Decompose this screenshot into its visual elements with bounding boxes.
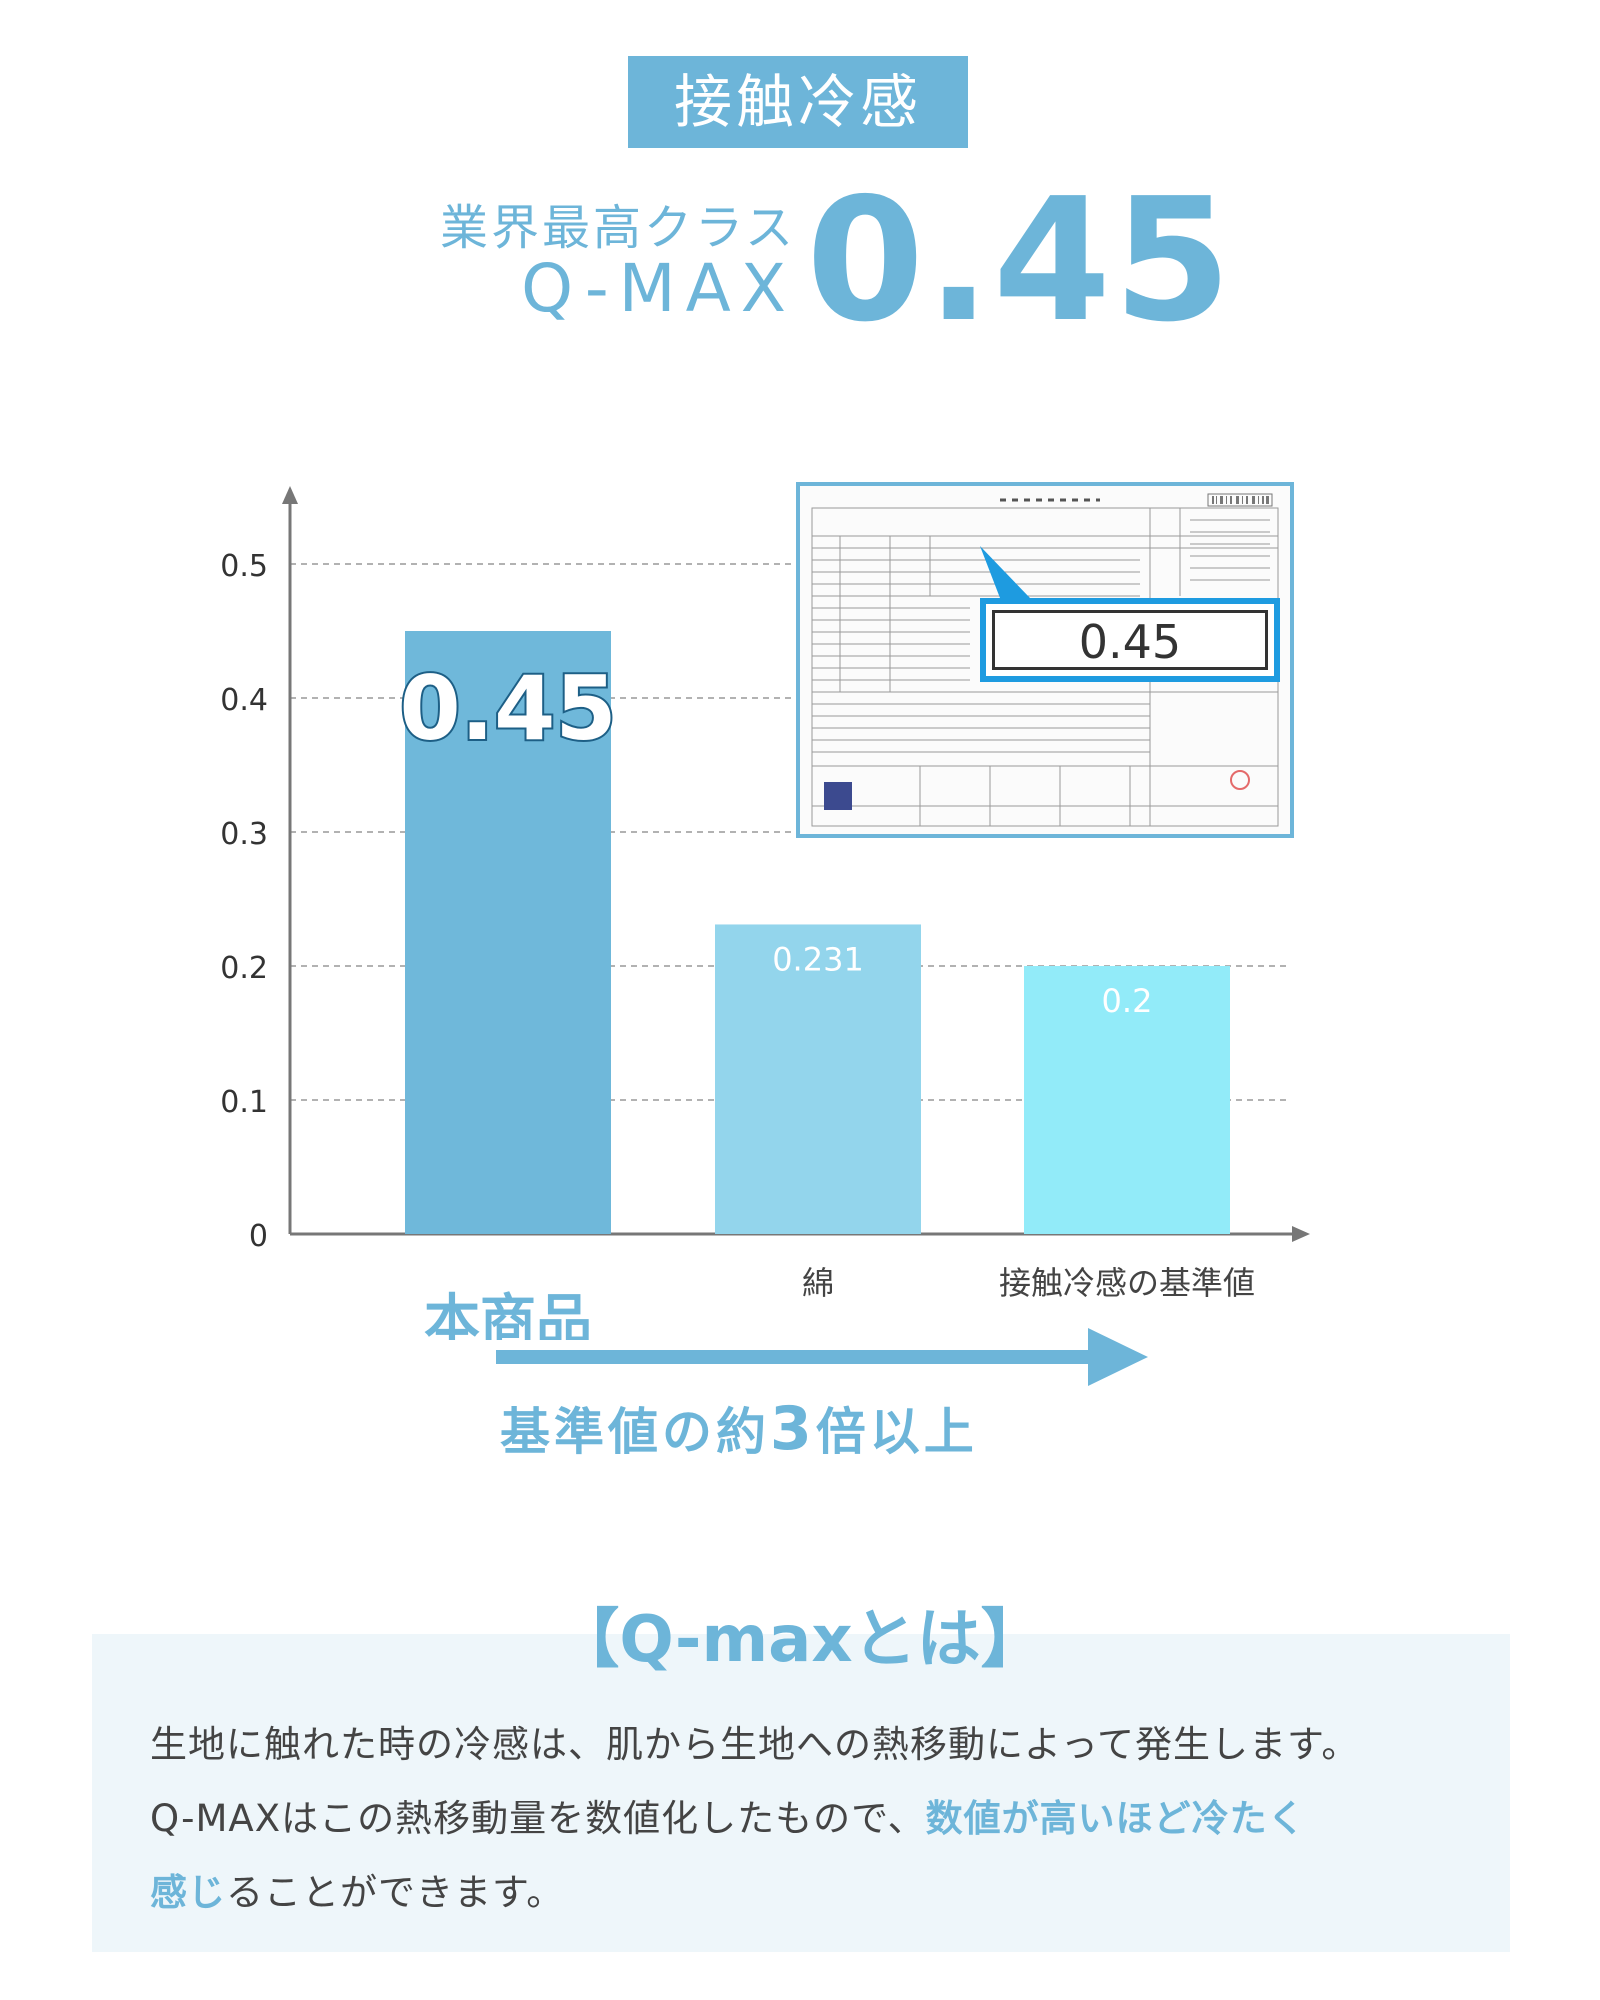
document-lines [811,493,1279,827]
qmax-value: 0.45 [806,162,1234,360]
test-report-document: 0.45 [796,482,1294,838]
info-line-3-highlight: 感じ [150,1871,226,1914]
caption-suffix: 倍以上 [815,1403,978,1461]
caption-number: 3 [770,1394,816,1464]
y-tick-label: 0.1 [220,1085,268,1120]
bar-2 [715,924,921,1234]
y-axis-arrow-icon [282,486,298,504]
info-line-1: 生地に触れた時の冷感は、肌から生地への熱移動によって発生します。 [150,1723,1360,1766]
y-tick-label: 0.3 [220,817,268,852]
caption-prefix: 基準値の約 [500,1403,770,1461]
bar-chart: 0 0.1 0.2 0.3 0.4 0.5 0.45 本商品 0.231 綿 0.2 接触冷感の基準値 [220,486,1310,1340]
bar-value-label: 0.231 [772,940,864,978]
x-category-label: 接触冷感の基準値 [999,1264,1255,1302]
y-tick-label: 0 [249,1219,268,1254]
title-badge: 接触冷感 [628,56,968,148]
info-line-2-highlight: 数値が高いほど冷たく [925,1797,1306,1840]
x-category-label: 綿 [802,1264,834,1302]
y-tick-label: 0.2 [220,951,268,986]
info-line-3-plain: ることができます。 [226,1871,565,1914]
comparison-caption: 基準値の約3倍以上 [500,1392,1100,1464]
x-category-label: 本商品 [424,1289,592,1340]
bar-1 [405,631,611,1234]
info-title: 【Q-maxとは】 [555,1603,1045,1677]
document-highlight-value: 0.45 [992,610,1268,670]
right-arrow-icon [496,1328,1148,1386]
document-highlight-box: 0.45 [980,598,1280,682]
qmax-label: Q-MAX [521,250,796,327]
bar-3 [1024,966,1230,1234]
info-line-2: Q-MAXはこの熱移動量を数値化したもので、数値が高いほど冷たく [150,1782,1470,1856]
y-tick-label: 0.5 [220,549,268,584]
info-line-3: 感じることができます。 [150,1856,1470,1930]
subtitle: 業界最高クラス [440,200,797,256]
x-axis-arrow-icon [1292,1226,1310,1242]
info-text: 生地に触れた時の冷感は、肌から生地への熱移動によって発生します。 Q-MAXはこ… [150,1708,1470,1930]
bar-value-label: 0.2 [1102,982,1153,1020]
info-box: 生地に触れた時の冷感は、肌から生地への熱移動によって発生します。 Q-MAXはこ… [92,1634,1510,1952]
y-tick-label: 0.4 [220,683,268,718]
info-line-2-plain: Q-MAXはこの熱移動量を数値化したもので、 [150,1797,926,1840]
bar-value-label: 0.45 [399,657,616,760]
